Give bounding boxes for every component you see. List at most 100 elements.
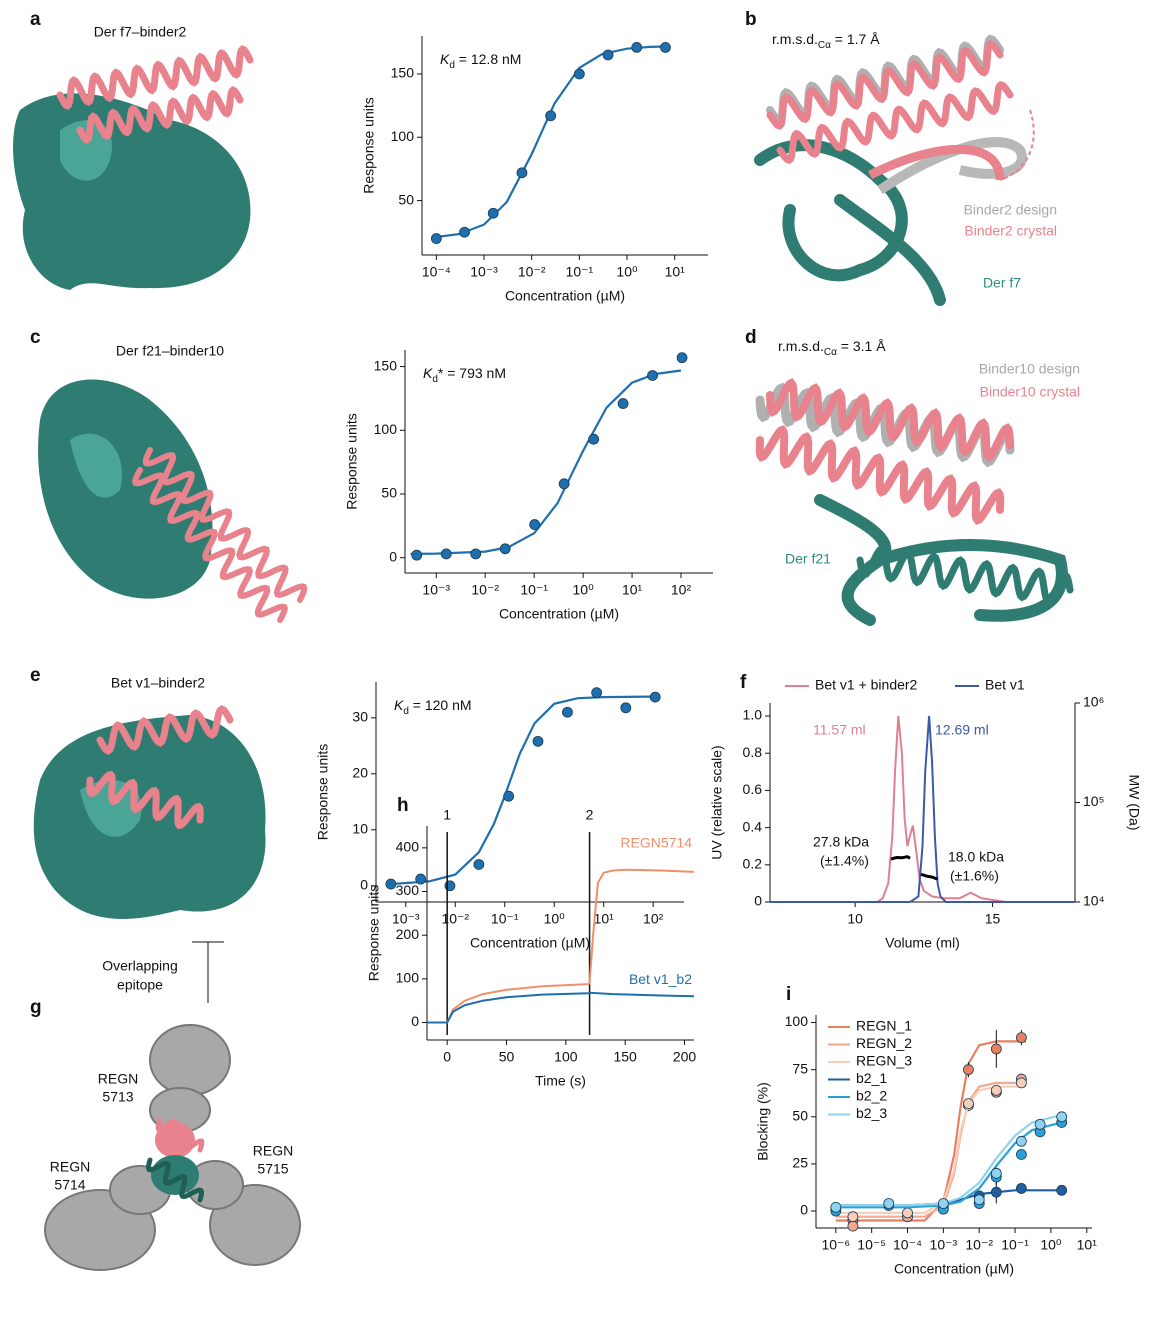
surface: [38, 379, 213, 599]
antibody-label: 5715: [257, 1161, 288, 1177]
panel-label: g: [30, 997, 42, 1018]
structure-title: Bet v1–binder2: [111, 675, 205, 691]
data-point: [591, 687, 603, 699]
x-axis-label: Concentration (µM): [505, 288, 625, 304]
cartoon: [867, 144, 1005, 181]
series-label: Bet v1_b2: [629, 971, 692, 987]
annotation-part: d: [403, 706, 409, 717]
y-tick-label: 150: [391, 65, 415, 81]
x-tick-label: 10⁻²: [518, 264, 546, 280]
data-point: [963, 1064, 974, 1076]
marker-label: 1: [443, 807, 451, 823]
annotation: (±1.6%): [950, 868, 999, 884]
legend-label: REGN_1: [856, 1018, 912, 1034]
data-point: [487, 207, 499, 219]
cartoon: [754, 139, 946, 306]
x-tick-label: 10: [847, 911, 863, 927]
x-tick-label: 15: [985, 911, 1001, 927]
data-point: [676, 352, 688, 364]
x-tick-label: 10⁰: [573, 582, 595, 598]
legend-label: REGN_3: [856, 1053, 912, 1069]
fit-line: [835, 1085, 1026, 1214]
data-point: [545, 110, 557, 122]
rmsd-part: = 3.1 Å: [837, 338, 886, 354]
data-point: [430, 233, 442, 244]
y-tick-label: 30: [352, 709, 368, 725]
data-point: [847, 1211, 859, 1223]
data-point: [573, 68, 585, 80]
data-point: [631, 41, 643, 53]
helix: [86, 770, 204, 830]
y-tick-label: 75: [792, 1060, 808, 1076]
legend-label: b2_2: [856, 1088, 887, 1104]
y2-tick-label: 10⁴: [1083, 893, 1105, 909]
series-label: REGN5714: [620, 835, 692, 851]
data-point: [1015, 1077, 1027, 1089]
legend-label: Bet v1 + binder2: [815, 677, 918, 693]
antibody-label: REGN: [98, 1071, 138, 1087]
y-tick-label: 150: [374, 357, 398, 373]
y-axis-label: Response units: [315, 744, 331, 841]
x-tick-label: 10¹: [1077, 1237, 1098, 1253]
x-tick-label: 10⁰: [616, 264, 638, 280]
helix: [766, 378, 1014, 462]
x-tick-label: 10¹: [665, 264, 686, 280]
data-point: [660, 41, 671, 53]
x-tick-label: 10²: [643, 911, 664, 927]
data-point: [937, 1198, 949, 1209]
y-axis-label: UV (relative scale): [709, 745, 725, 859]
data-point: [499, 543, 511, 555]
y2-axis-label: MW (Da): [1126, 775, 1142, 831]
antibody-label: 5713: [102, 1089, 133, 1105]
y-tick-label: 0: [389, 548, 397, 564]
data-point: [990, 1043, 1002, 1055]
data-point: [411, 549, 423, 561]
x-tick-label: 10⁰: [1040, 1237, 1062, 1253]
structure-title: Der f21–binder10: [116, 343, 224, 359]
y-tick-label: 0.2: [743, 856, 763, 872]
data-point: [516, 167, 528, 179]
annotation-part: = 120 nM: [409, 697, 472, 713]
data-point: [847, 1220, 859, 1232]
x-axis-label: Concentration (µM): [499, 606, 619, 622]
structures: [13, 34, 1074, 1271]
data-point: [990, 1167, 1002, 1179]
data-point: [1056, 1111, 1068, 1123]
chart: 10 15 0 0.2 0.4 0.6 0.8 1.0 10⁴ 10⁵ 10⁶ Volume (ml)…: [709, 672, 1143, 951]
helix: [76, 85, 244, 145]
rmsd: r.m.s.d.Cα = 1.7 Å: [772, 31, 880, 51]
panel-label: a: [30, 9, 41, 30]
data-point: [883, 1198, 895, 1209]
legend-label: Binder2 design: [964, 202, 1057, 218]
annotation: 27.8 kDa: [813, 834, 869, 850]
helix: [766, 40, 1004, 130]
antibody: [44, 1024, 301, 1271]
y-tick-label: 50: [398, 191, 414, 207]
x-tick-label: 10⁻¹: [520, 582, 548, 598]
x-tick-label: 200: [673, 1049, 697, 1065]
x-tick-label: 10¹: [622, 582, 643, 598]
data-point: [1015, 1183, 1027, 1194]
note: Overlapping: [102, 958, 178, 974]
data-point: [1015, 1149, 1027, 1160]
legend-label: Binder10 crystal: [980, 384, 1080, 400]
x-tick-label: 10¹: [594, 911, 615, 927]
series-line: [770, 715, 1075, 903]
y-tick-label: 100: [785, 1013, 809, 1029]
helix: [132, 467, 288, 623]
y-tick-label: 400: [396, 839, 420, 855]
y-tick-label: 25: [792, 1155, 808, 1171]
structure-texts: a Der f7–binder2 b r.m.s.d.Cα = 1.7 Å Bi…: [30, 9, 1080, 1193]
helix: [142, 447, 308, 603]
data-point: [1015, 1135, 1027, 1147]
fit-line: [410, 369, 682, 555]
chart: 10⁻⁴ 10⁻³ 10⁻² 10⁻¹ 10⁰ 10¹ 50 100 150 Concentrat…: [361, 36, 708, 304]
y-tick-label: 10: [352, 820, 368, 836]
x-tick-label: 10⁻¹: [1001, 1237, 1029, 1253]
annotation-part: = 12.8 nM: [455, 51, 522, 67]
x-axis-label: Volume (ml): [885, 935, 960, 951]
x-tick-label: 10⁻¹: [566, 264, 594, 280]
cartoon: [999, 109, 1035, 181]
